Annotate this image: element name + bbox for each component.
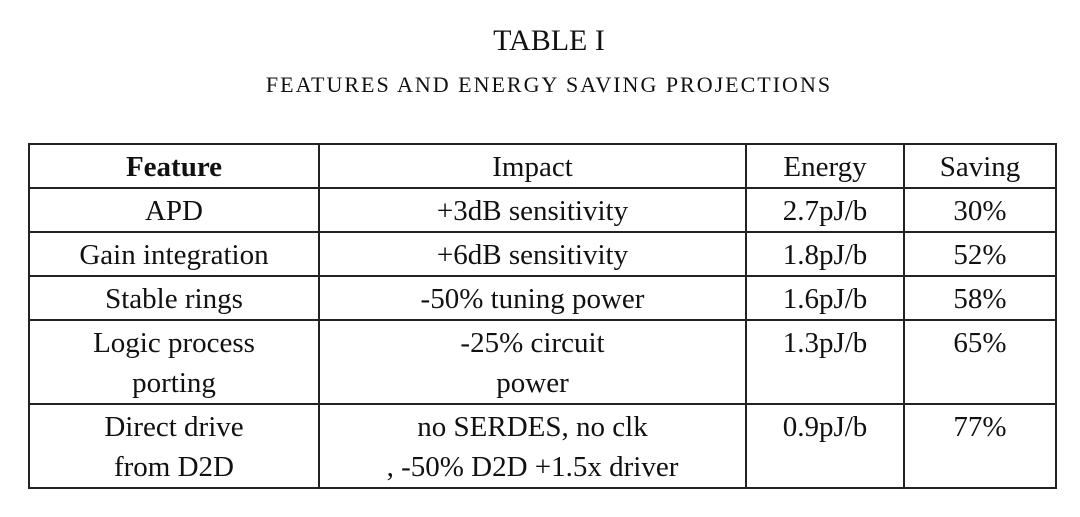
table-cell: APD	[28, 187, 320, 233]
table-cell: -25% circuit power	[318, 319, 747, 405]
table-cell: 1.3pJ/b	[745, 319, 905, 405]
column-header: Saving	[903, 143, 1057, 189]
column-header: Impact	[318, 143, 747, 189]
table-cell: +6dB sensitivity	[318, 231, 747, 277]
table-subtitle: FEATURES AND ENERGY SAVING PROJECTIONS	[265, 72, 833, 97]
table-cell: Gain integration	[28, 231, 320, 277]
table-cell: no SERDES, no clk , -50% D2D +1.5x drive…	[318, 403, 747, 489]
header-row: Feature Impact Energy Saving	[28, 143, 1057, 189]
table-cell: 0.9pJ/b	[745, 403, 905, 489]
table-cell: 2.7pJ/b	[745, 187, 905, 233]
table-row: Gain integration +6dB sensitivity 1.8pJ/b 5…	[28, 231, 1057, 277]
table-cell: 1.6pJ/b	[745, 275, 905, 321]
table-title: TABLE I	[493, 24, 605, 57]
table-row: Direct drive from D2D no SERDES, no clk ,…	[28, 403, 1057, 489]
table: Feature Impact Energy Saving APD +3dB sensit…	[28, 143, 1057, 489]
table-cell: Logic process porting	[28, 319, 320, 405]
table-cell: 1.8pJ/b	[745, 231, 905, 277]
table-cell: 58%	[903, 275, 1057, 321]
table-cell: 30%	[903, 187, 1057, 233]
table-cell: 52%	[903, 231, 1057, 277]
table-cell: +3dB sensitivity	[318, 187, 747, 233]
table-cell: 65%	[903, 319, 1057, 405]
table-cell: 77%	[903, 403, 1057, 489]
table-cell: -50% tuning power	[318, 275, 747, 321]
table-body: APD +3dB sensitivity 2.7pJ/b 30% Gain integr…	[28, 187, 1057, 489]
table-row: APD +3dB sensitivity 2.7pJ/b 30%	[28, 187, 1057, 233]
table-row: Logic process porting -25% circuit power 1…	[28, 319, 1057, 405]
table-row: Stable rings -50% tuning power 1.6pJ/b 58%	[28, 275, 1057, 321]
table-cell: Direct drive from D2D	[28, 403, 320, 489]
table-cell: Stable rings	[28, 275, 320, 321]
column-header: Energy	[745, 143, 905, 189]
column-header: Feature	[28, 143, 320, 189]
